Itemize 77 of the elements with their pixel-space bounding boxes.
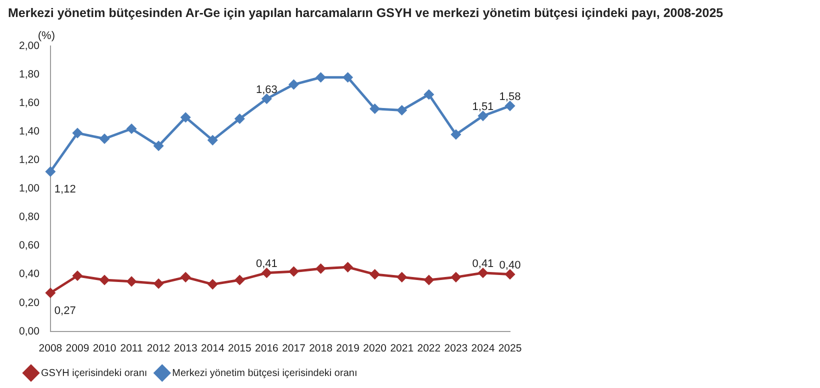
point xyxy=(262,268,272,278)
x-tick-label: 2025 xyxy=(498,342,522,355)
y-tick-label: 2,00 xyxy=(19,40,40,52)
point xyxy=(234,275,244,285)
x-tick-label: 2014 xyxy=(200,342,224,355)
x-tick-label: 2023 xyxy=(444,342,468,355)
x-tick-label: 2016 xyxy=(255,342,279,355)
point xyxy=(288,266,298,276)
y-tick-label: 0,60 xyxy=(19,240,40,252)
point xyxy=(451,130,461,140)
point xyxy=(316,72,326,82)
point xyxy=(424,275,434,285)
point xyxy=(126,276,136,286)
point xyxy=(208,280,218,290)
x-tick-label: 2022 xyxy=(417,342,441,355)
point xyxy=(370,104,380,114)
point xyxy=(46,166,56,176)
point xyxy=(478,268,488,278)
x-tick-label: 2017 xyxy=(282,342,306,355)
y-tick-label: 0,00 xyxy=(19,325,40,338)
data-label: 1,12 xyxy=(54,184,76,196)
data-label: 0,27 xyxy=(54,304,76,317)
point xyxy=(180,272,190,282)
data-label: 1,63 xyxy=(256,84,278,96)
point xyxy=(262,94,272,104)
y-tick-label: 1,40 xyxy=(19,126,40,138)
legend-label: GSYH içerisindeki oranı xyxy=(41,368,148,379)
data-label: 0,40 xyxy=(499,259,521,272)
point xyxy=(343,72,353,82)
x-tick-label: 2021 xyxy=(390,342,414,355)
point xyxy=(370,270,380,280)
y-tick-label: 1,20 xyxy=(19,154,40,166)
point xyxy=(397,105,407,115)
data-label: 1,58 xyxy=(499,90,521,103)
point xyxy=(100,275,110,285)
x-tick-label: 2008 xyxy=(38,342,62,355)
y-tick-label: 1,00 xyxy=(19,182,40,195)
x-tick-label: 2013 xyxy=(174,342,198,355)
point xyxy=(397,272,407,282)
point xyxy=(316,264,326,274)
point xyxy=(154,141,164,151)
x-tick-label: 2024 xyxy=(471,342,495,355)
x-tick-label: 2010 xyxy=(92,342,116,355)
x-tick-label: 2012 xyxy=(146,342,170,355)
point xyxy=(505,270,515,280)
point xyxy=(208,135,218,145)
data-label: 0,41 xyxy=(256,258,278,270)
x-tick-label: 2011 xyxy=(120,342,143,355)
point xyxy=(288,80,298,90)
legend-label: Merkezi yönetim bütçesi içerisindeki oranı xyxy=(172,368,358,379)
point xyxy=(343,262,353,272)
point xyxy=(424,90,434,100)
y-tick-label: 0,20 xyxy=(19,296,40,309)
point xyxy=(451,272,461,282)
x-tick-label: 2019 xyxy=(336,342,360,355)
y-tick-label: 0,80 xyxy=(19,211,40,224)
point xyxy=(234,114,244,124)
x-tick-label: 2015 xyxy=(228,342,252,355)
point xyxy=(154,278,164,288)
chart-title: Merkezi yönetim bütçesinden Ar-Ge için yapılan harcamaların GSYH ve merkezi yönetim bütçesi içindeki payı, 2008-2025 xyxy=(8,6,724,20)
point xyxy=(478,111,488,121)
point xyxy=(72,128,82,138)
y-tick-label: 0,40 xyxy=(19,268,40,280)
point xyxy=(180,112,190,122)
point xyxy=(100,134,110,144)
y-tick-label: 1,80 xyxy=(19,68,40,80)
y-tick-label: 1,60 xyxy=(19,96,40,109)
x-tick-label: 2018 xyxy=(309,342,333,355)
point xyxy=(46,288,56,298)
point xyxy=(505,101,515,111)
point xyxy=(126,124,136,134)
y-axis-title: (%) xyxy=(38,30,55,42)
point xyxy=(72,270,82,280)
x-tick-label: 2009 xyxy=(66,342,90,355)
data-label: 0,41 xyxy=(472,258,494,270)
x-tick-label: 2020 xyxy=(363,342,387,355)
data-label: 1,51 xyxy=(472,100,494,113)
